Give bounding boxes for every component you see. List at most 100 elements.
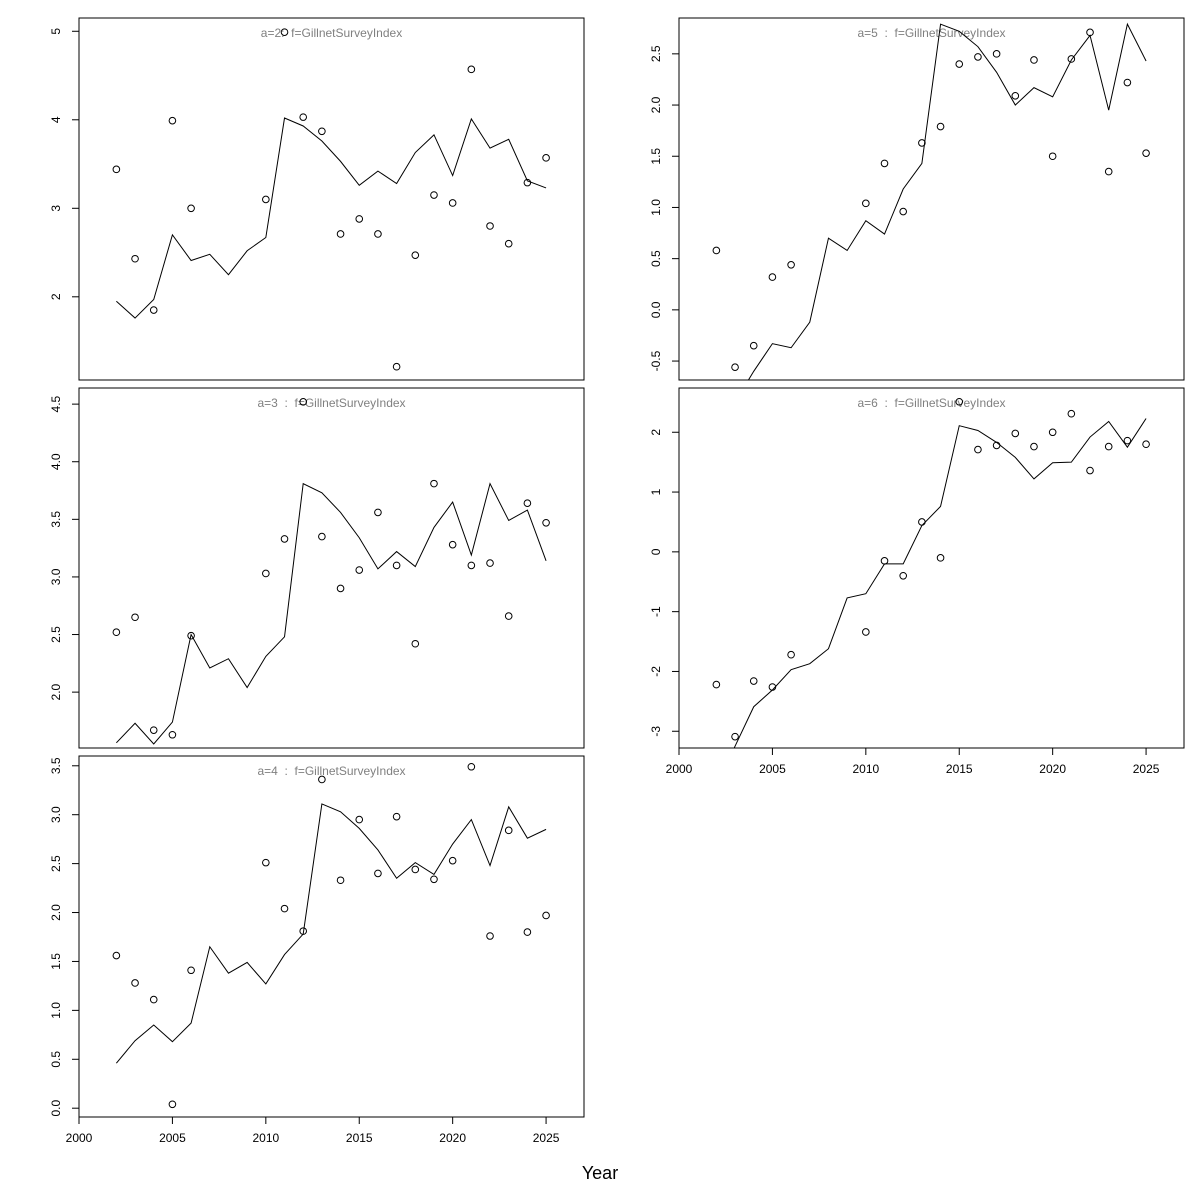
- observed-point: [1067, 55, 1076, 63]
- panel: a=4 : f=GillnetSurveyIndex 0.0 0.5 1.0 1.5 2.…: [49, 755, 585, 1145]
- observed-point: [936, 554, 945, 562]
- y-tick-label: 1.5: [649, 148, 663, 165]
- observed-point: [504, 826, 513, 835]
- observed-point: [1011, 92, 1020, 100]
- observed-point: [149, 306, 158, 314]
- x-axis-label: Year: [582, 1163, 618, 1183]
- observed-point: [299, 398, 307, 406]
- observed-point: [430, 479, 438, 488]
- panel: a=2: f=GillnetSurveyIndex 2 3 4 5: [49, 17, 585, 381]
- observed-point: [862, 199, 870, 208]
- observed-point: [467, 762, 476, 771]
- observed-point: [1104, 442, 1113, 451]
- y-tick-label: 3.5: [49, 757, 63, 774]
- observed-point: [955, 397, 964, 406]
- observed-point: [1123, 78, 1132, 87]
- plot-frame: [78, 755, 585, 1118]
- observed-point: [187, 204, 195, 213]
- observed-point: [1048, 152, 1057, 161]
- observed-point: [992, 50, 1001, 58]
- observed-point: [411, 865, 420, 874]
- observed-point: [149, 995, 158, 1004]
- observed-point: [318, 775, 326, 784]
- observed-point: [992, 441, 1001, 450]
- observed-point: [1086, 466, 1094, 475]
- observed-point: [262, 569, 270, 578]
- observed-point: [1123, 436, 1132, 445]
- y-tick-label: -2: [649, 666, 663, 677]
- panel: a=6 : f=GillnetSurveyIndex -3 -2 -1 0 1 2 2000 2…: [649, 387, 1185, 776]
- y-tick-label: 2: [49, 293, 63, 300]
- observed-point: [262, 195, 270, 204]
- x-tick-label: 2025: [1133, 762, 1160, 776]
- plot-area: [112, 762, 550, 1109]
- observed-point: [187, 631, 195, 640]
- plot-area: [712, 22, 1150, 380]
- observed-point: [1142, 440, 1150, 449]
- observed-point: [1142, 149, 1150, 157]
- observed-point: [712, 246, 721, 255]
- y-tick-label: 3.0: [49, 806, 63, 823]
- observed-point: [131, 613, 139, 622]
- y-tick-label: 3.5: [49, 511, 63, 528]
- observed-point: [112, 165, 121, 174]
- observed-point: [542, 911, 550, 920]
- observed-point: [918, 518, 926, 526]
- y-tick-label: 1: [649, 488, 663, 495]
- observed-point: [768, 273, 777, 281]
- x-tick-label: 2010: [852, 762, 879, 776]
- y-tick-label: 2.0: [49, 683, 63, 700]
- observed-point: [112, 628, 121, 637]
- panel-title: a=5 : f=GillnetSurveyIndex: [857, 26, 1005, 40]
- observed-point: [1048, 428, 1057, 437]
- observed-point: [467, 65, 476, 74]
- plot-area: [712, 397, 1150, 748]
- observed-point: [299, 927, 307, 935]
- y-tick-label: 2.0: [649, 96, 663, 113]
- observed-point: [731, 363, 739, 371]
- plot-area: [112, 28, 550, 371]
- observed-point: [1067, 409, 1076, 418]
- observed-point: [467, 561, 476, 570]
- x-tick-label: 2015: [346, 1131, 373, 1145]
- x-tick-label: 2020: [439, 1131, 466, 1145]
- y-tick-label: 2.5: [49, 626, 63, 643]
- observed-point: [280, 904, 289, 913]
- x-tick-label: 2005: [159, 1131, 186, 1145]
- observed-point: [974, 53, 982, 61]
- observed-point: [448, 540, 457, 549]
- x-tick-label: 2005: [759, 762, 786, 776]
- y-tick-label: 1.5: [49, 953, 63, 970]
- y-tick-label: 4.0: [49, 453, 63, 470]
- y-tick-label: 2.0: [49, 904, 63, 921]
- y-tick-label: 0.0: [49, 1100, 63, 1117]
- observed-point: [448, 856, 457, 865]
- observed-point: [318, 127, 326, 136]
- observed-point: [318, 532, 326, 541]
- observed-point: [542, 518, 550, 527]
- observed-point: [430, 191, 438, 199]
- observed-point: [411, 251, 420, 260]
- plot-frame: [78, 387, 585, 749]
- panel: a=5 : f=GillnetSurveyIndex -0.5 0.0 0.5 1.0 1…: [649, 17, 1185, 381]
- observed-point: [374, 508, 382, 517]
- observed-point: [168, 730, 177, 739]
- observed-point: [787, 650, 795, 659]
- x-tick-label: 2010: [252, 1131, 279, 1145]
- y-tick-label: 2: [649, 429, 663, 436]
- observed-point: [1086, 28, 1094, 37]
- observed-point: [392, 362, 401, 371]
- observed-point: [899, 207, 907, 216]
- x-tick-label: 2025: [533, 1131, 560, 1145]
- observed-point: [392, 812, 401, 821]
- observed-point: [486, 559, 494, 567]
- observed-point: [430, 875, 438, 884]
- observed-point: [504, 239, 513, 248]
- observed-point: [486, 932, 494, 940]
- observed-point: [131, 979, 139, 987]
- y-tick-label: 0.5: [49, 1051, 63, 1068]
- observed-point: [899, 571, 907, 580]
- x-tick-label: 2000: [66, 1131, 93, 1145]
- observed-point: [523, 178, 532, 187]
